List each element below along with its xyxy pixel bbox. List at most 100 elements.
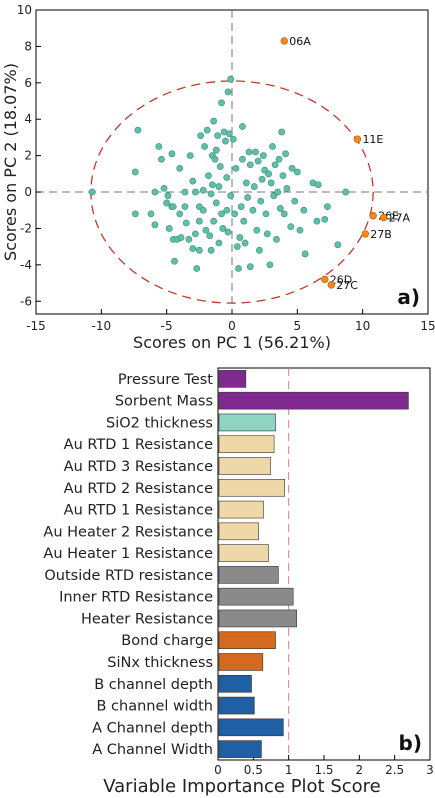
score-point (155, 143, 163, 150)
vip-x-tick-label: 0.5 (244, 763, 263, 777)
outlier-label: 27B (370, 228, 392, 241)
vip-bar (218, 740, 262, 758)
score-point (233, 243, 241, 251)
vip-category-label: Sorbent Mass (115, 394, 213, 410)
pca-y-axis-label: Scores on PC 2 (18.07%) (1, 63, 20, 261)
score-point (169, 203, 177, 210)
score-point (301, 250, 309, 258)
vip-category-label: Au Heater 1 Resistance (43, 546, 213, 562)
score-point (189, 177, 197, 185)
vip-category-label: SiO2 thickness (106, 415, 213, 431)
pca-x-tick-label: 5 (294, 319, 302, 333)
score-point (219, 225, 227, 232)
score-point (237, 203, 245, 210)
score-point (262, 210, 270, 218)
score-point (236, 234, 244, 241)
score-point (215, 239, 223, 247)
outlier-point (369, 212, 377, 220)
pca-y-tick-label: -6 (20, 294, 32, 308)
score-point (210, 117, 218, 125)
score-point (131, 168, 139, 176)
score-point (252, 148, 259, 156)
score-point (239, 123, 246, 130)
score-point (88, 188, 96, 196)
vip-bar (218, 718, 284, 737)
score-point (199, 206, 207, 214)
pca-x-tick-label: 10 (355, 319, 370, 333)
score-point (168, 150, 176, 158)
score-point (296, 226, 304, 234)
score-point (165, 225, 173, 232)
score-point (323, 203, 331, 210)
score-point (195, 246, 203, 254)
score-point (212, 146, 220, 154)
vip-category-label: Outside RTD resistance (44, 568, 213, 584)
score-point (288, 164, 296, 172)
vip-x-tick-label: 1.5 (314, 763, 333, 777)
score-point (185, 235, 193, 243)
score-point (293, 168, 301, 176)
score-point (334, 241, 342, 249)
vip-category-label: Au Heater 2 Resistance (43, 524, 213, 540)
outlier-label: 27A (389, 212, 411, 225)
score-point (207, 190, 215, 198)
vip-x-tick-label: 1 (285, 763, 293, 777)
vip-category-label: SiNx thickness (107, 655, 213, 671)
vip-category-label: Heater Resistance (81, 611, 213, 627)
score-point (241, 239, 249, 247)
score-point (245, 148, 253, 156)
score-point (291, 197, 299, 205)
vip-bar (218, 370, 247, 388)
score-point (240, 217, 248, 225)
vip-x-tick-label: 3 (426, 763, 434, 777)
score-point (201, 143, 208, 150)
score-point (249, 206, 257, 214)
score-point (224, 228, 232, 236)
score-point (259, 152, 267, 160)
pca-y-tick-label: 0 (24, 185, 32, 199)
score-point (287, 223, 295, 231)
score-point (232, 164, 240, 172)
score-point (280, 210, 288, 218)
score-point (177, 234, 185, 241)
score-point (246, 263, 254, 271)
score-point (210, 217, 218, 225)
score-point (202, 226, 210, 234)
pca-x-tick-label: 0 (228, 319, 236, 333)
score-point (181, 188, 189, 196)
score-point (256, 246, 263, 254)
score-point (278, 128, 286, 136)
score-point (182, 219, 190, 227)
score-point (253, 226, 261, 234)
score-point (193, 265, 201, 272)
score-point (189, 245, 197, 252)
score-point (313, 217, 321, 225)
score-point (181, 203, 189, 210)
pca-x-tick-label: 15 (420, 319, 435, 333)
vip-bar (218, 522, 259, 541)
pca-y-tick-label: 10 (17, 3, 32, 17)
vip-bars (218, 370, 409, 758)
score-point (266, 261, 274, 269)
outlier-point (280, 37, 288, 45)
score-points (88, 75, 350, 272)
score-point (263, 230, 271, 238)
vip-bar (218, 566, 279, 584)
score-point (212, 199, 220, 207)
score-point (273, 235, 280, 243)
score-point (267, 179, 275, 187)
score-point (192, 188, 199, 196)
score-point (257, 197, 265, 205)
score-point (131, 210, 139, 218)
pca-x-tick-label: -15 (26, 319, 46, 333)
score-point (207, 246, 215, 254)
score-point (227, 75, 235, 83)
score-point (208, 181, 216, 189)
vip-bar (218, 391, 409, 410)
vip-bar (218, 457, 271, 475)
score-point (176, 210, 184, 218)
vip-category-label: A Channel depth (92, 720, 213, 736)
vip-x-axis-label: Variable Importance Plot Score (103, 776, 381, 797)
vip-x-tick-label: 0 (214, 763, 222, 777)
